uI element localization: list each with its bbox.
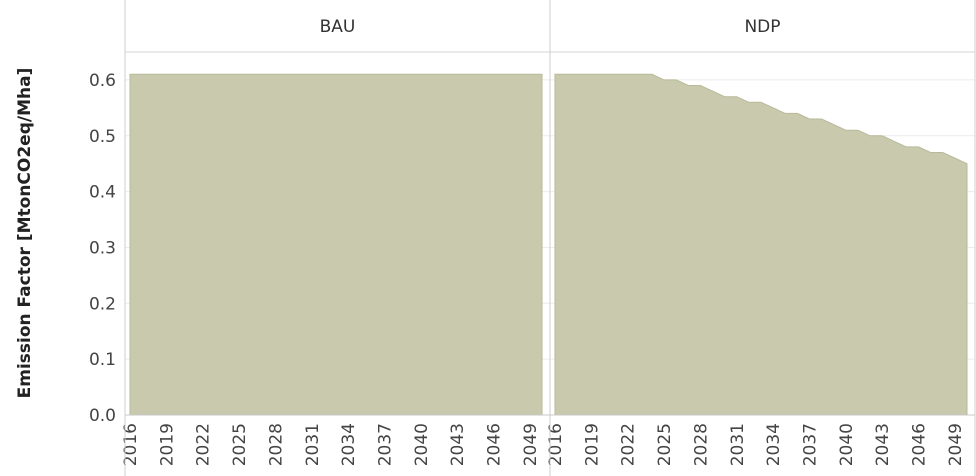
x-tick-label: 2043 (448, 423, 468, 466)
x-tick-label: 2031 (303, 423, 323, 466)
area-series-ndp (554, 73, 968, 416)
x-tick-label: 2019 (157, 423, 177, 466)
x-tick-label: 2040 (837, 423, 857, 466)
x-tick-label: 2040 (412, 423, 432, 466)
x-tick-label: 2022 (619, 423, 639, 466)
panel-header: NDP (744, 17, 780, 37)
area-series-bau (129, 73, 543, 416)
x-tick-label: 2034 (764, 423, 784, 466)
y-axis-label: Emission Factor [MtonCO2eq/Mha] (15, 68, 35, 399)
x-tick-label: 2016 (121, 423, 141, 466)
x-tick-label: 2028 (691, 423, 711, 466)
y-tick-label: 0.5 (89, 127, 116, 147)
x-tick-label: 2049 (946, 423, 966, 466)
x-tick-label: 2034 (339, 423, 359, 466)
plot-area: 0.0 0.1 0.2 0.3 0.4 0.5 0.6 BAU 2016 2019 2022 2025… (89, 0, 976, 476)
x-tick-label: 2037 (376, 423, 396, 466)
y-tick-label: 0.6 (89, 71, 116, 91)
y-tick-label: 0.2 (89, 294, 116, 314)
x-tick-label: 2025 (655, 423, 675, 466)
x-tick-label: 2028 (266, 423, 286, 466)
x-tick-label: 2046 (485, 423, 505, 466)
x-tick-label: 2025 (230, 423, 250, 466)
y-tick-label: 0.1 (89, 350, 116, 370)
panel-header: BAU (320, 17, 356, 37)
x-tick-label: 2046 (910, 423, 930, 466)
x-tick-label: 2019 (582, 423, 602, 466)
y-tick-label: 0.0 (89, 406, 116, 426)
x-tick-label: 2037 (801, 423, 821, 466)
y-tick-label: 0.3 (89, 238, 116, 258)
x-tick-label: 2016 (546, 423, 566, 466)
x-tick-label: 2043 (873, 423, 893, 466)
x-tick-label: 2031 (728, 423, 748, 466)
y-tick-label: 0.4 (89, 183, 116, 203)
x-tick-label: 2022 (194, 423, 214, 466)
x-tick-label: 2049 (521, 423, 541, 466)
